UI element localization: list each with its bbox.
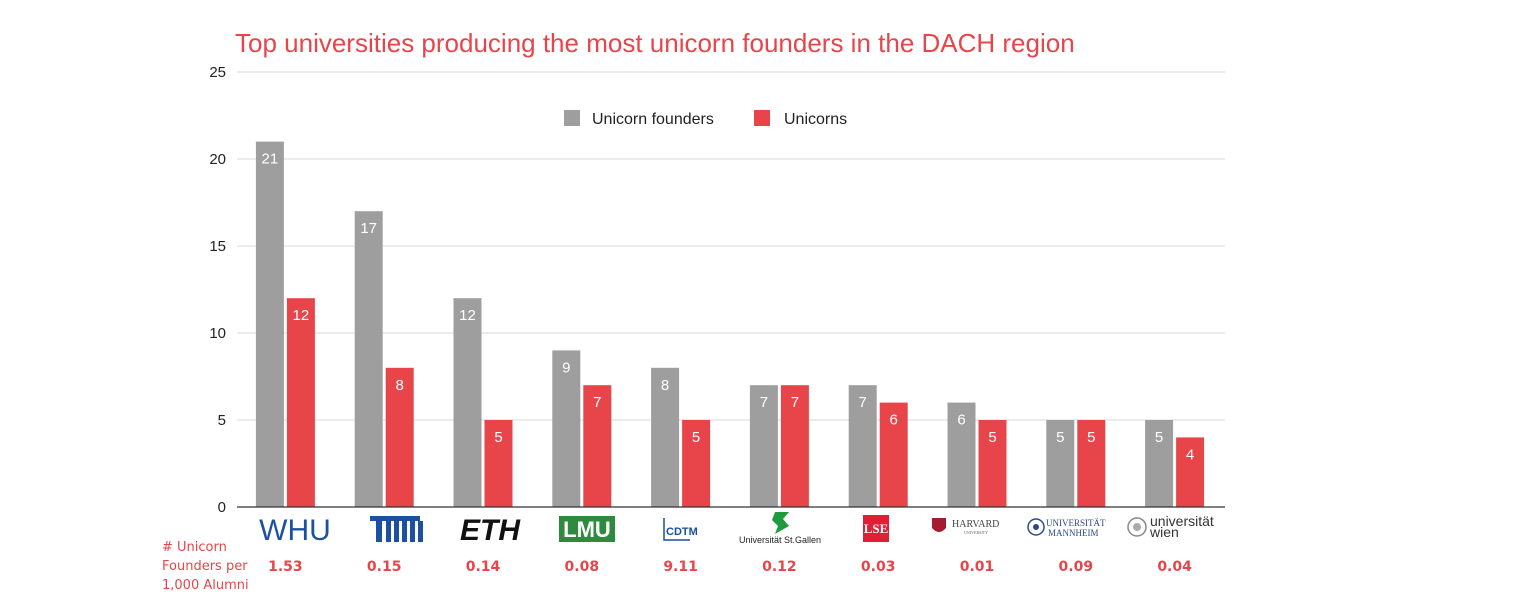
- logo-stgallen: Universität St.Gallen: [739, 512, 821, 545]
- svg-text:universität: universität: [1150, 513, 1214, 529]
- per-alumni-value: 9.11: [663, 559, 698, 575]
- bar-founders: [848, 385, 877, 507]
- per-alumni-values: 1.53 0.15 0.14 0.08 9.11 0.12 0.03 0.01 0.09 0.04: [268, 559, 1192, 575]
- data-label-founders: 6: [957, 412, 965, 429]
- chart-title: Top universities producing the most unic…: [235, 28, 1075, 58]
- data-label-founders: 8: [661, 377, 669, 394]
- svg-text:LMU: LMU: [563, 517, 611, 542]
- svg-text:HARVARD: HARVARD: [952, 519, 999, 530]
- data-label-unicorns: 5: [494, 429, 502, 446]
- bar-unicorns: [484, 420, 513, 507]
- per-alumni-value: 0.03: [861, 559, 896, 575]
- bar-unicorns: [385, 367, 414, 507]
- data-label-founders: 5: [1056, 429, 1064, 446]
- bar-founders: [651, 367, 680, 507]
- per-alumni-value: 1.53: [268, 559, 303, 575]
- bar-unicorns: [286, 298, 315, 507]
- data-label-founders: 17: [360, 220, 377, 237]
- legend-swatch-unicorns: [754, 110, 770, 126]
- bar-founders: [749, 385, 778, 507]
- y-tick-label: 5: [218, 412, 226, 429]
- y-axis-ticks: 0 5 10 15 20 25: [209, 64, 226, 516]
- svg-text:CDTM: CDTM: [666, 526, 698, 538]
- per-alumni-value: 0.04: [1157, 559, 1192, 575]
- logo-lse: LSE: [863, 515, 889, 542]
- svg-text:# Unicorn: # Unicorn: [162, 540, 227, 555]
- bar-unicorns: [879, 402, 908, 507]
- data-label-founders: 7: [859, 394, 867, 411]
- data-label-unicorns: 6: [890, 412, 898, 429]
- svg-text:LSE: LSE: [864, 521, 889, 536]
- y-tick-label: 0: [218, 499, 226, 516]
- svg-text:Universität St.Gallen: Universität St.Gallen: [739, 535, 821, 545]
- grid-lines: [237, 71, 1225, 421]
- bar-founders: [1046, 420, 1075, 507]
- svg-text:MANNHEIM: MANNHEIM: [1048, 528, 1099, 538]
- logo-eth: ETH: [460, 514, 521, 547]
- per-alumni-value: 0.15: [367, 559, 402, 575]
- data-label-founders: 7: [760, 394, 768, 411]
- svg-text:1,000 Alumni: 1,000 Alumni: [162, 578, 249, 593]
- per-alumni-value: 0.12: [762, 559, 797, 575]
- legend-swatch-founders: [564, 110, 580, 126]
- y-tick-label: 20: [209, 151, 226, 168]
- per-alumni-value: 0.14: [466, 559, 501, 575]
- per-alumni-value: 0.01: [960, 559, 995, 575]
- category-logos: WHU ETH LMU CDTM Universität St.Gall: [259, 512, 1214, 547]
- data-label-unicorns: 5: [1087, 429, 1095, 446]
- data-label-founders: 21: [262, 151, 279, 168]
- bars: [255, 141, 1205, 507]
- y-tick-label: 10: [209, 325, 226, 342]
- bar-founders: [1145, 420, 1174, 507]
- data-label-unicorns: 7: [593, 394, 601, 411]
- data-labels: 21 12 17 8 12 5 9 7 8 5 7 7 7 6 6 5 5 5 5 4: [262, 151, 1195, 464]
- y-tick-label: 15: [209, 238, 226, 255]
- logo-mannheim: UNIVERSITÄT MANNHEIM: [1027, 518, 1106, 538]
- bar-unicorns: [1176, 437, 1205, 507]
- data-label-unicorns: 5: [692, 429, 700, 446]
- data-label-unicorns: 8: [396, 377, 404, 394]
- logo-cdtm: CDTM: [663, 518, 698, 541]
- bar-unicorns: [1077, 420, 1106, 507]
- y-tick-label: 25: [209, 64, 226, 81]
- bar-founders: [453, 298, 482, 507]
- svg-text:wien: wien: [1149, 524, 1179, 540]
- logo-harvard: HARVARD UNIVERSITY: [932, 518, 999, 535]
- bar-founders: [947, 402, 976, 507]
- legend: Unicorn founders Unicorns: [564, 110, 847, 128]
- data-label-unicorns: 12: [293, 307, 310, 324]
- svg-text:UNIVERSITY: UNIVERSITY: [964, 530, 988, 535]
- bar-founders: [354, 211, 383, 507]
- bar-unicorns: [583, 385, 612, 507]
- data-label-unicorns: 4: [1186, 446, 1194, 463]
- data-label-unicorns: 7: [791, 394, 799, 411]
- svg-text:Founders per: Founders per: [162, 559, 248, 574]
- data-label-founders: 5: [1155, 429, 1163, 446]
- data-label-unicorns: 5: [988, 429, 996, 446]
- logo-tum: [370, 516, 423, 542]
- bar-unicorns: [780, 385, 809, 507]
- logo-wien: universität wien: [1127, 513, 1214, 540]
- bar-unicorns: [682, 420, 711, 507]
- bar-unicorns: [978, 420, 1007, 507]
- svg-text:UNIVERSITÄT: UNIVERSITÄT: [1046, 518, 1106, 528]
- bar-founders: [255, 141, 284, 507]
- legend-label-founders: Unicorn founders: [592, 111, 714, 128]
- bar-founders: [552, 350, 581, 507]
- logo-whu: WHU: [259, 514, 331, 547]
- per-alumni-value: 0.08: [565, 559, 600, 575]
- data-label-founders: 12: [459, 307, 476, 324]
- legend-label-unicorns: Unicorns: [784, 111, 847, 128]
- data-label-founders: 9: [562, 359, 570, 376]
- per-alumni-row-label: # Unicorn Founders per 1,000 Alumni: [162, 540, 249, 593]
- per-alumni-value: 0.09: [1059, 559, 1094, 575]
- logo-lmu: LMU: [559, 516, 615, 542]
